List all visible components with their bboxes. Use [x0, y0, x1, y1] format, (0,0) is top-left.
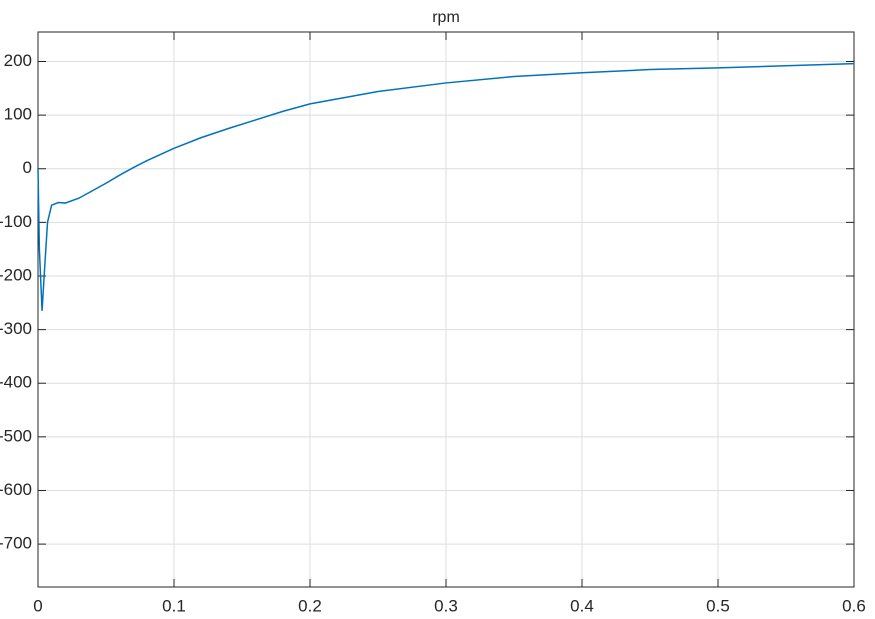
axes-box [37, 31, 855, 588]
x-tick-label: 0.4 [570, 596, 594, 615]
y-tick-label: -200 [0, 265, 32, 284]
y-tick-label: -100 [0, 212, 32, 231]
y-tick-label: -600 [0, 480, 32, 499]
x-tick-label: 0.6 [842, 596, 866, 615]
y-tick-label: 0 [23, 158, 32, 177]
x-tick-label: 0.1 [162, 596, 186, 615]
x-tick-label: 0.5 [706, 596, 730, 615]
chart-title: rpm [432, 9, 460, 26]
y-tick-label: 100 [4, 105, 32, 124]
y-tick-label: -400 [0, 373, 32, 392]
y-tick-label: 200 [4, 51, 32, 70]
y-tick-label: -700 [0, 534, 32, 553]
x-tick-label: 0 [33, 596, 42, 615]
x-tick-label: 0.2 [298, 596, 322, 615]
y-tick-label: -300 [0, 319, 32, 338]
data-line [37, 62, 855, 311]
x-tick-label: 0.3 [434, 596, 458, 615]
y-tick-label: -500 [0, 426, 32, 445]
